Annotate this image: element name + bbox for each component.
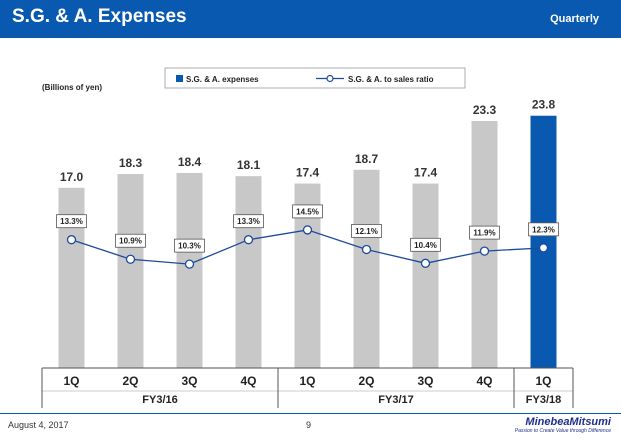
- x-tick-label: 4Q: [240, 374, 256, 388]
- period-label: Quarterly: [550, 13, 599, 25]
- ratio-label: 13.3%: [237, 217, 260, 226]
- x-tick-label: 2Q: [358, 374, 374, 388]
- group-label: FY3/17: [378, 394, 413, 406]
- legend-bar-label: S.G. & A. expenses: [186, 75, 259, 84]
- legend-bar-swatch: [176, 75, 183, 82]
- ratio-label: 10.3%: [178, 242, 201, 251]
- legend-line-marker: [326, 74, 334, 83]
- group-label: FY3/16: [142, 394, 177, 406]
- x-tick-label: 4Q: [476, 374, 492, 388]
- ratio-point: [243, 235, 254, 245]
- page-number: 9: [306, 420, 312, 430]
- bar-value-label: 17.0: [60, 170, 84, 184]
- ratio-point: [66, 235, 77, 245]
- bar: [353, 169, 380, 368]
- ratio-point: [479, 246, 490, 256]
- bar: [176, 172, 203, 368]
- ratio-label: 12.3%: [532, 225, 555, 234]
- ratio-point: [420, 258, 431, 268]
- bar-value-label: 23.8: [532, 98, 556, 112]
- unit-label: (Billions of yen): [42, 83, 102, 92]
- bar-value-label: 17.4: [414, 166, 438, 180]
- ratio-label-box: [56, 214, 87, 229]
- logo-tagline: Passion to Create Value through Differen…: [514, 428, 611, 434]
- ratio-label: 13.3%: [60, 217, 83, 226]
- ratio-point: [184, 259, 195, 269]
- header-bar: S.G. & A. Expenses Quarterly: [0, 0, 621, 38]
- footer-date: August 4, 2017: [8, 420, 69, 430]
- ratio-label-box: [469, 225, 500, 240]
- bar: [117, 174, 144, 368]
- ratio-label: 11.9%: [473, 229, 495, 238]
- ratio-point: [538, 243, 549, 253]
- bar: [412, 183, 439, 368]
- bar: [471, 121, 498, 369]
- bar-value-label: 18.1: [237, 158, 261, 172]
- ratio-label: 14.5%: [296, 207, 319, 216]
- ratio-label-box: [410, 237, 441, 252]
- x-tick-label: 3Q: [417, 374, 433, 388]
- page-title: S.G. & A. Expenses: [12, 6, 187, 27]
- ratio-point: [125, 254, 136, 264]
- footer-divider: [0, 413, 621, 414]
- bar-value-label: 17.4: [296, 166, 320, 180]
- ratio-label-box: [351, 224, 382, 238]
- bar: [235, 176, 262, 368]
- ratio-point: [302, 225, 313, 235]
- logo-brand: MinebeaMitsumi: [525, 416, 611, 428]
- ratio-label: 10.9%: [119, 237, 142, 246]
- company-logo: MinebeaMitsumi Passion to Create Value t…: [515, 416, 611, 434]
- x-tick-label: 1Q: [299, 374, 315, 388]
- x-tick-label: 1Q: [63, 374, 79, 388]
- bar-value-label: 23.3: [473, 103, 497, 117]
- x-tick-label: 3Q: [181, 374, 197, 388]
- ratio-label-box: [115, 233, 146, 248]
- legend-line-label: S.G. & A. to sales ratio: [348, 75, 434, 84]
- x-tick-label: 1Q: [535, 374, 551, 388]
- ratio-label-box: [233, 214, 264, 229]
- group-label: FY3/18: [526, 394, 561, 406]
- x-tick-label: 2Q: [122, 374, 138, 388]
- bar-value-label: 18.4: [178, 155, 202, 169]
- bar-highlight: [530, 115, 557, 368]
- bar-value-label: 18.7: [355, 152, 379, 166]
- ratio-label: 12.1%: [355, 227, 378, 236]
- ratio-label: 10.4%: [414, 241, 437, 250]
- ratio-point: [361, 244, 372, 255]
- ratio-label-box: [528, 222, 559, 237]
- bar-value-label: 18.3: [119, 156, 143, 170]
- ratio-label-box: [292, 204, 323, 219]
- legend-box: [164, 67, 466, 89]
- ratio-label-box: [174, 238, 205, 253]
